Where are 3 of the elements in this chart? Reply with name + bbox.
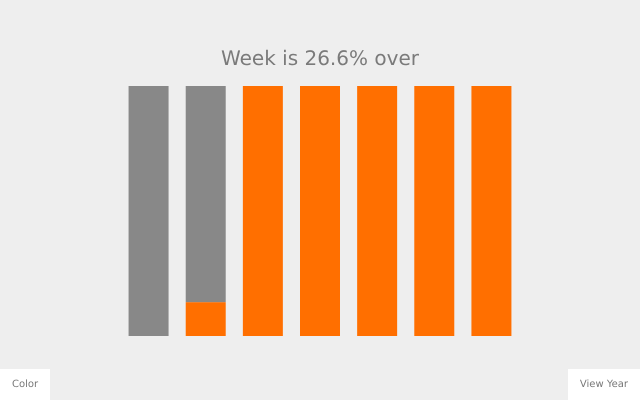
chart-title: Week is 26.6% over [220, 46, 420, 70]
text: View Year [568, 369, 640, 400]
text: Color [0, 369, 50, 400]
